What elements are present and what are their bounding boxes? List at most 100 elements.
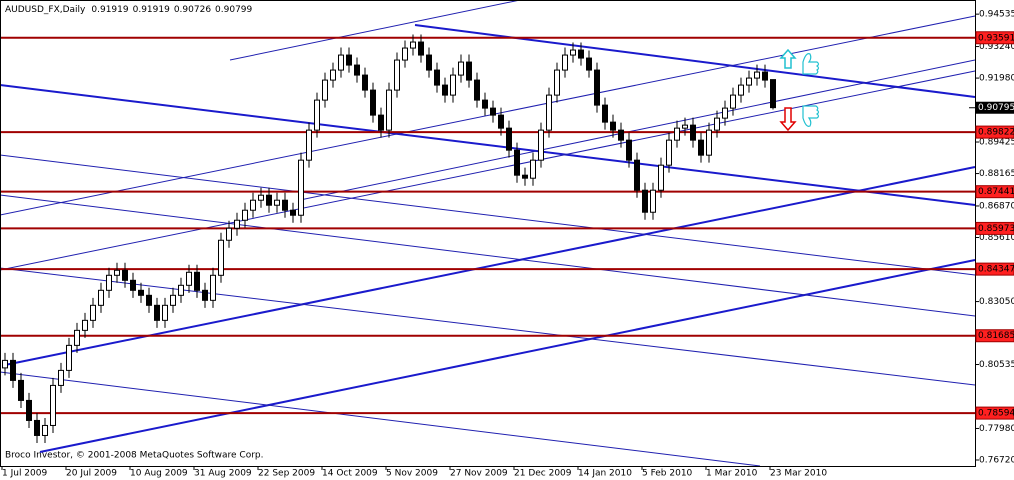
copyright: Broco Investor, © 2001-2008 MetaQuotes S… [5,451,264,461]
candle-body [434,69,440,86]
level-label: 0.78594 [978,409,1014,419]
last-close: 0.90799 [215,5,252,15]
levels [0,36,975,415]
candle-body [554,69,560,96]
candle-body [746,77,752,86]
y-tick-label: 0.85610 [979,233,1014,243]
candle-body [42,424,48,436]
candle-body [410,41,416,49]
candle-body [306,129,312,161]
level-label-box [975,329,1014,343]
candle-body [506,127,512,151]
candle-body [98,289,104,306]
trend-line [39,259,976,453]
candle-body [578,49,584,59]
candle-body [274,199,280,206]
candle-body [242,209,248,221]
x-tick-label: 21 Dec 2009 [514,469,572,479]
candle-body [546,94,552,131]
candle-body [330,69,336,81]
candle-body [202,289,208,301]
last-low: 0.90726 [174,5,211,15]
candle-body [106,274,112,291]
level-label-box [975,125,1014,139]
x-tick-label: 10 Aug 2009 [130,469,188,479]
x-tick-label: 14 Oct 2009 [322,469,378,479]
bid-label: 0.90795 [978,103,1014,113]
channel-line [0,267,976,386]
candle-body [570,49,576,56]
candle-body [258,194,264,201]
trend-lines [0,0,976,467]
candle-body [250,199,256,211]
candle-body [138,289,144,296]
candle-body [658,164,664,191]
x-tick-label: 27 Nov 2009 [450,469,508,479]
candle-body [58,369,64,386]
x-tick-label: 22 Sep 2009 [258,469,315,479]
candle-body [450,74,456,96]
level-label-box [975,185,1014,199]
channel-line [0,371,761,467]
candle-body [90,304,96,321]
channel-line [299,59,976,201]
candle-body [522,174,528,179]
channel-line [0,194,976,317]
candle-body [194,271,200,291]
candle-body [226,227,232,241]
y-tick-label: 0.76720 [979,455,1014,465]
x-tick-label: 1 Jul 2009 [2,469,47,479]
candle-body [626,139,632,161]
candle-body [114,269,120,276]
channel-line [0,15,976,216]
up-arrow [779,48,797,69]
candle-body [74,329,80,346]
candle-body [474,79,480,101]
candle-body [530,159,536,179]
level-label-box [975,221,1014,235]
candle-body [218,239,224,276]
candle-body [266,194,272,206]
x-tick-label: 20 Jul 2009 [66,469,117,479]
level-label-box [975,31,1014,45]
candle-body [394,59,400,91]
bid-label-box [976,101,1014,114]
trend-line [0,84,976,206]
candle-body [466,61,472,81]
candle-body [34,419,40,436]
level-label-box [975,406,1014,420]
y-tick-label: 0.89425 [979,138,1014,148]
last-high: 0.91919 [133,5,170,15]
candles [2,34,776,443]
candle-body [346,54,352,66]
candle-body [562,54,568,71]
candle-body [210,274,216,301]
candle-body [338,54,344,71]
x-tick-label: 14 Jan 2010 [578,469,632,479]
candle-body [66,344,72,371]
x-tick-label: 5 Nov 2009 [386,469,438,479]
level-label: 0.89822 [978,128,1014,138]
candle-body [594,69,600,106]
candle-body [298,159,304,216]
candle-body [314,99,320,131]
candle-body [186,271,192,286]
candle-body [682,124,688,129]
x-tick-label: 1 Mar 2010 [706,469,758,479]
level-label: 0.84347 [978,265,1014,275]
x-tick-label: 31 Aug 2009 [194,469,252,479]
level-label: 0.93591 [978,33,1014,43]
candle-body [698,139,704,156]
trend-line [4,166,976,366]
last-open: 0.91919 [91,5,128,15]
candle-body [234,219,240,229]
candle-body [442,84,448,96]
signals [779,48,820,132]
candle-body [762,71,768,81]
thumb-up [802,53,820,75]
y-tick-label: 0.86870 [979,201,1014,211]
candle-body [490,107,496,116]
candle-body [154,304,160,321]
